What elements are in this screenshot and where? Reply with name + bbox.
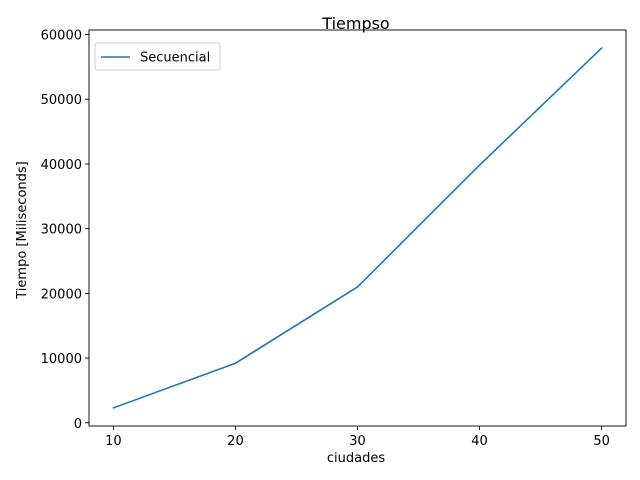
x-tick-label-40: 40 [471, 434, 488, 449]
y-tick-label-40000: 40000 [41, 158, 82, 173]
y-tick-label-10000: 10000 [41, 352, 82, 367]
y-tick-label-60000: 60000 [41, 29, 82, 44]
x-tick-label-10: 10 [105, 434, 122, 449]
y-tick-label-20000: 20000 [41, 287, 82, 302]
legend: Secuencial [94, 42, 221, 71]
legend-box [94, 42, 221, 71]
y-tick-label-0: 0 [74, 417, 82, 432]
legend-label-0: Secuencial [140, 51, 210, 66]
chart-title: Tiempso [321, 14, 389, 33]
y-axis-title: Tiempo [Miliseconds] [15, 161, 30, 299]
x-tick-label-50: 50 [593, 434, 610, 449]
plot-area: 10 20 30 40 50 0 10000 20000 30000 40000 50000 6000… [41, 29, 627, 449]
y-tick-label-50000: 50000 [41, 93, 82, 108]
x-tick-label-20: 20 [227, 434, 244, 449]
series-line-0 [112, 46, 603, 409]
x-axis-title: ciudades [327, 451, 385, 466]
y-tick-label-30000: 30000 [41, 223, 82, 238]
x-tick-label-30: 30 [349, 434, 366, 449]
